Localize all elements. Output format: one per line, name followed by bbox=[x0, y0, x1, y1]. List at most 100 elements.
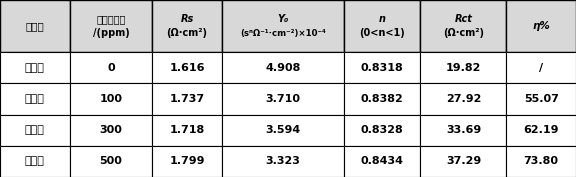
Bar bbox=[344, 146, 420, 177]
Bar bbox=[152, 115, 222, 146]
Text: 缓蚀剂浓度: 缓蚀剂浓度 bbox=[96, 14, 126, 24]
Text: 33.69: 33.69 bbox=[446, 125, 481, 135]
Bar bbox=[420, 115, 506, 146]
Text: Rs: Rs bbox=[180, 14, 194, 24]
Bar bbox=[222, 52, 344, 83]
Text: 实验组: 实验组 bbox=[25, 21, 44, 31]
Bar bbox=[420, 83, 506, 115]
Bar bbox=[70, 83, 152, 115]
Bar bbox=[222, 0, 344, 52]
Bar bbox=[70, 0, 152, 52]
Bar bbox=[152, 0, 222, 52]
Text: 1.737: 1.737 bbox=[169, 94, 204, 104]
Bar bbox=[344, 0, 420, 52]
Bar bbox=[0, 0, 70, 52]
Text: 0.8318: 0.8318 bbox=[361, 63, 404, 73]
Bar bbox=[506, 52, 576, 83]
Bar bbox=[152, 146, 222, 177]
Bar bbox=[152, 52, 222, 83]
Bar bbox=[506, 83, 576, 115]
Text: 73.80: 73.80 bbox=[524, 156, 559, 166]
Bar bbox=[344, 115, 420, 146]
Text: η%: η% bbox=[532, 21, 550, 31]
Bar bbox=[222, 115, 344, 146]
Bar bbox=[344, 146, 420, 177]
Bar bbox=[420, 146, 506, 177]
Bar bbox=[222, 0, 344, 52]
Bar bbox=[0, 83, 70, 115]
Text: 19.82: 19.82 bbox=[446, 63, 481, 73]
Bar bbox=[420, 115, 506, 146]
Bar bbox=[0, 115, 70, 146]
Bar bbox=[420, 146, 506, 177]
Bar bbox=[0, 83, 70, 115]
Text: n: n bbox=[379, 14, 386, 24]
Bar bbox=[222, 146, 344, 177]
Bar bbox=[506, 146, 576, 177]
Bar bbox=[506, 146, 576, 177]
Text: Rct: Rct bbox=[454, 14, 472, 24]
Text: 0.8328: 0.8328 bbox=[361, 125, 404, 135]
Text: (sⁿΩ⁻¹·cm⁻²)×10⁻⁴: (sⁿΩ⁻¹·cm⁻²)×10⁻⁴ bbox=[240, 28, 326, 38]
Text: 300: 300 bbox=[100, 125, 122, 135]
Bar bbox=[0, 146, 70, 177]
Text: 3.594: 3.594 bbox=[266, 125, 301, 135]
Text: 0.8382: 0.8382 bbox=[361, 94, 404, 104]
Bar bbox=[222, 146, 344, 177]
Bar bbox=[420, 52, 506, 83]
Text: 0.8434: 0.8434 bbox=[361, 156, 404, 166]
Bar bbox=[0, 52, 70, 83]
Bar bbox=[420, 0, 506, 52]
Bar bbox=[152, 115, 222, 146]
Bar bbox=[506, 115, 576, 146]
Text: 55.07: 55.07 bbox=[524, 94, 559, 104]
Bar bbox=[506, 115, 576, 146]
Bar bbox=[222, 83, 344, 115]
Bar bbox=[420, 0, 506, 52]
Bar bbox=[344, 0, 420, 52]
Bar bbox=[152, 0, 222, 52]
Bar bbox=[506, 0, 576, 52]
Bar bbox=[70, 115, 152, 146]
Text: 1.799: 1.799 bbox=[169, 156, 205, 166]
Text: (Ω·cm²): (Ω·cm²) bbox=[443, 28, 484, 38]
Text: /: / bbox=[539, 63, 543, 73]
Text: (Ω·cm²): (Ω·cm²) bbox=[166, 28, 207, 38]
Text: 500: 500 bbox=[100, 156, 122, 166]
Bar bbox=[344, 52, 420, 83]
Bar bbox=[344, 52, 420, 83]
Bar bbox=[70, 146, 152, 177]
Bar bbox=[222, 83, 344, 115]
Bar bbox=[344, 83, 420, 115]
Text: 0: 0 bbox=[107, 63, 115, 73]
Bar bbox=[152, 83, 222, 115]
Bar bbox=[70, 146, 152, 177]
Text: 3.710: 3.710 bbox=[266, 94, 301, 104]
Bar bbox=[152, 83, 222, 115]
Text: 第四组: 第四组 bbox=[25, 156, 45, 166]
Bar bbox=[0, 115, 70, 146]
Text: 1.718: 1.718 bbox=[169, 125, 204, 135]
Text: 第一组: 第一组 bbox=[25, 63, 45, 73]
Text: 37.29: 37.29 bbox=[446, 156, 481, 166]
Bar bbox=[0, 146, 70, 177]
Text: 第二组: 第二组 bbox=[25, 94, 45, 104]
Text: 3.323: 3.323 bbox=[266, 156, 301, 166]
Bar bbox=[70, 52, 152, 83]
Text: /(ppm): /(ppm) bbox=[93, 28, 129, 38]
Text: (0<n<1): (0<n<1) bbox=[359, 28, 406, 38]
Text: 27.92: 27.92 bbox=[446, 94, 481, 104]
Bar bbox=[70, 115, 152, 146]
Bar bbox=[344, 83, 420, 115]
Bar bbox=[70, 83, 152, 115]
Bar bbox=[420, 52, 506, 83]
Bar bbox=[222, 52, 344, 83]
Bar bbox=[0, 52, 70, 83]
Bar bbox=[152, 146, 222, 177]
Bar bbox=[420, 83, 506, 115]
Text: 100: 100 bbox=[100, 94, 122, 104]
Text: 4.908: 4.908 bbox=[266, 63, 301, 73]
Bar bbox=[70, 52, 152, 83]
Bar bbox=[222, 115, 344, 146]
Text: 62.19: 62.19 bbox=[524, 125, 559, 135]
